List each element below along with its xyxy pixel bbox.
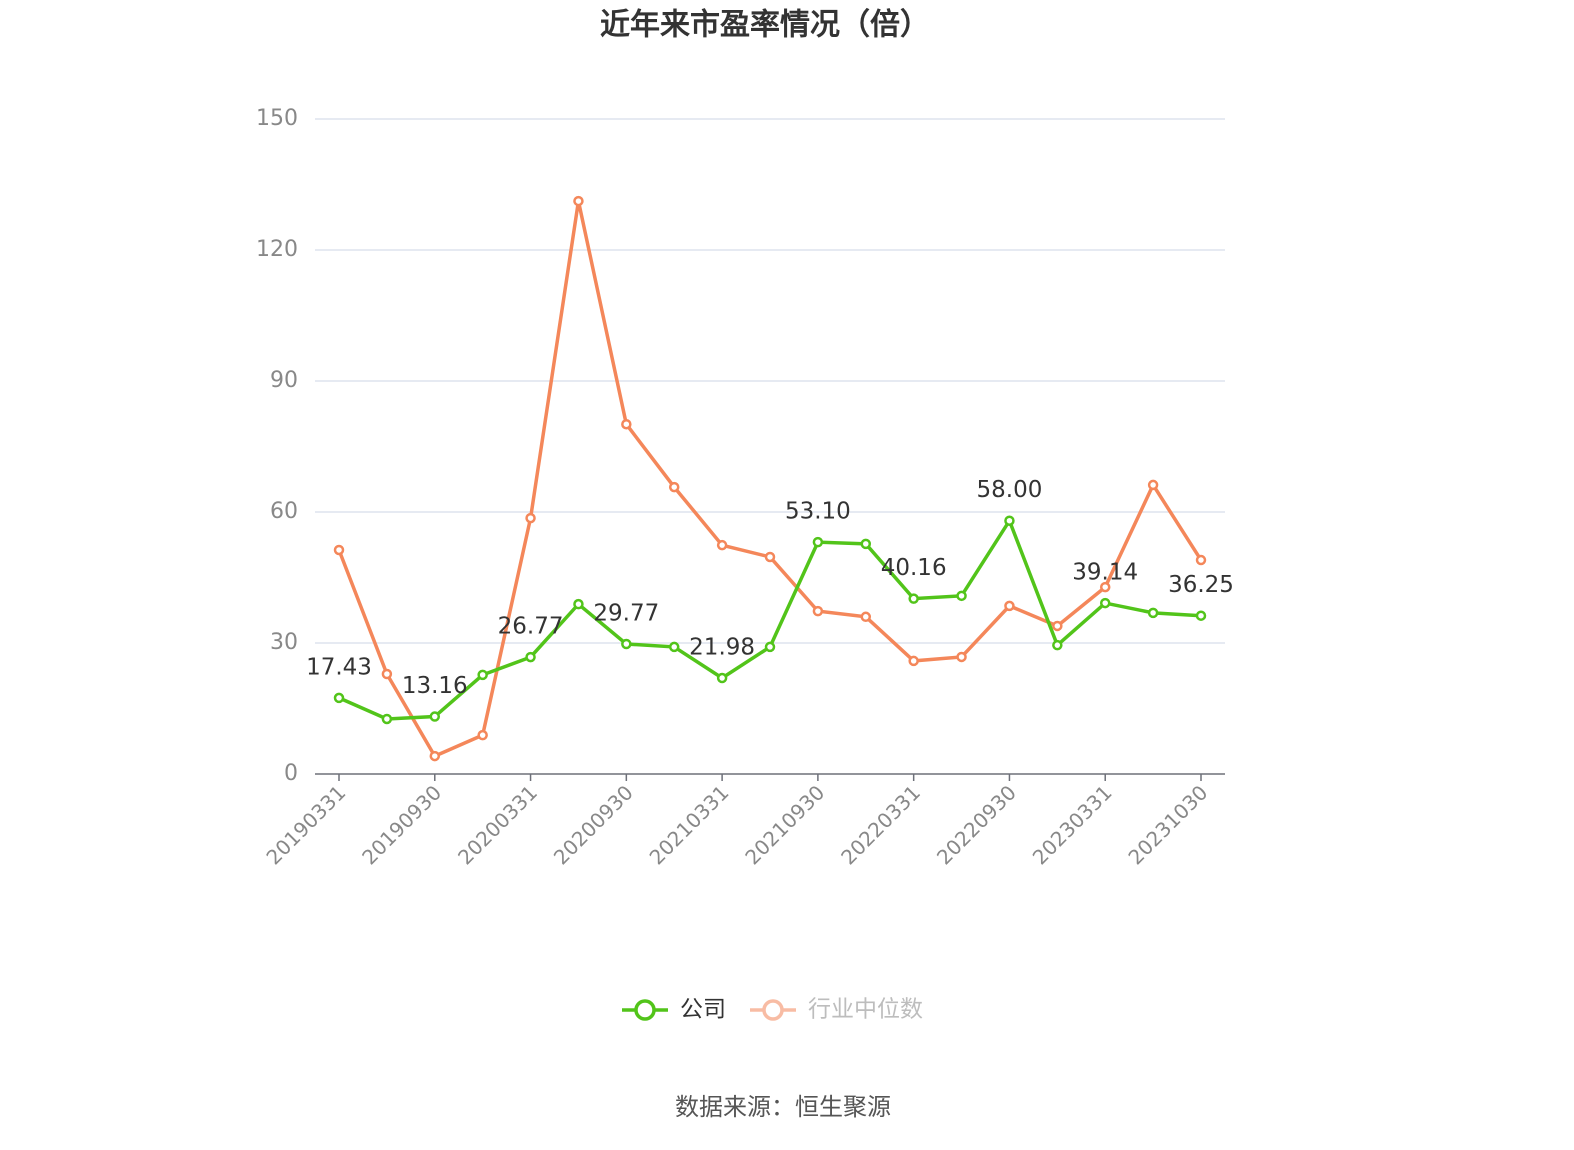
legend-item[interactable]: 行业中位数 bbox=[750, 997, 923, 1023]
data-label: 58.00 bbox=[977, 477, 1043, 503]
data-point bbox=[525, 512, 536, 524]
data-point bbox=[1004, 600, 1015, 612]
data-point bbox=[860, 538, 872, 550]
x-tick-label: 20200331 bbox=[453, 780, 542, 869]
data-point bbox=[1147, 479, 1159, 491]
x-tick-label: 20210331 bbox=[645, 780, 734, 869]
data-point bbox=[525, 651, 536, 663]
data-point bbox=[764, 641, 776, 653]
source: 数据来源：恒生聚源 bbox=[675, 1093, 891, 1121]
data-point bbox=[1052, 639, 1063, 651]
data-point bbox=[956, 651, 967, 663]
series-line bbox=[338, 516, 1202, 721]
data-point bbox=[908, 655, 919, 667]
x-tick-label: 20230331 bbox=[1028, 780, 1117, 869]
data-point bbox=[668, 481, 680, 493]
data-label: 36.25 bbox=[1168, 572, 1234, 598]
data-label: 17.43 bbox=[306, 654, 372, 680]
data-point bbox=[429, 750, 441, 762]
x-tick-label: 20220930 bbox=[932, 780, 1021, 869]
legend-marker bbox=[762, 999, 784, 1021]
data-point bbox=[1195, 610, 1207, 621]
data-label: 21.98 bbox=[689, 635, 755, 661]
x-tick-label: 20231030 bbox=[1123, 780, 1212, 869]
data-point bbox=[1004, 515, 1015, 526]
data-point bbox=[381, 668, 393, 680]
data-point bbox=[764, 551, 776, 563]
data-point bbox=[812, 536, 824, 548]
data-point bbox=[333, 544, 345, 556]
x-tick-label: 20210930 bbox=[740, 780, 829, 869]
y-tick-label: 150 bbox=[256, 106, 298, 131]
data-point bbox=[1195, 554, 1207, 566]
data-point bbox=[716, 539, 728, 551]
y-tick-label: 90 bbox=[270, 368, 298, 393]
data-point bbox=[908, 593, 919, 604]
data-point bbox=[1147, 607, 1159, 619]
data-point bbox=[668, 641, 680, 653]
y-tick-label: 0 bbox=[284, 761, 298, 786]
data-point bbox=[956, 590, 967, 602]
data-point bbox=[573, 195, 584, 207]
data-point bbox=[573, 598, 584, 610]
x-tick-label: 20190930 bbox=[357, 780, 446, 869]
legend-marker bbox=[634, 999, 656, 1021]
data-label: 40.16 bbox=[881, 555, 947, 581]
legend-label: 行业中位数 bbox=[808, 997, 923, 1023]
data-point bbox=[716, 672, 728, 684]
data-point bbox=[860, 611, 872, 623]
data-point bbox=[381, 713, 393, 725]
legend-item[interactable]: 公司 bbox=[622, 997, 726, 1023]
data-label: 53.10 bbox=[785, 499, 851, 525]
data-point bbox=[621, 418, 632, 430]
x-tick-label: 20220331 bbox=[836, 780, 925, 869]
data-point bbox=[1099, 581, 1111, 593]
data-point bbox=[1052, 620, 1063, 632]
data-point bbox=[1099, 597, 1111, 609]
y-tick-label: 120 bbox=[256, 237, 298, 262]
y-tick-label: 60 bbox=[270, 499, 298, 524]
series-line bbox=[337, 200, 1203, 759]
data-point bbox=[429, 711, 441, 722]
legend-label: 公司 bbox=[680, 997, 726, 1023]
data-point bbox=[621, 638, 632, 650]
data-label: 26.77 bbox=[498, 614, 564, 640]
data-label: 13.16 bbox=[402, 673, 468, 699]
chart-title: 近年来市盈率情况（倍） bbox=[600, 8, 930, 43]
x-tick-label: 20200930 bbox=[549, 780, 638, 869]
data-point bbox=[477, 669, 488, 681]
data-point bbox=[812, 605, 824, 617]
y-tick-label: 30 bbox=[270, 630, 298, 655]
data-point bbox=[477, 729, 488, 741]
data-label: 29.77 bbox=[593, 601, 659, 627]
x-tick-label: 20190331 bbox=[261, 780, 350, 869]
data-label: 39.14 bbox=[1072, 560, 1138, 586]
data-point bbox=[333, 692, 345, 704]
